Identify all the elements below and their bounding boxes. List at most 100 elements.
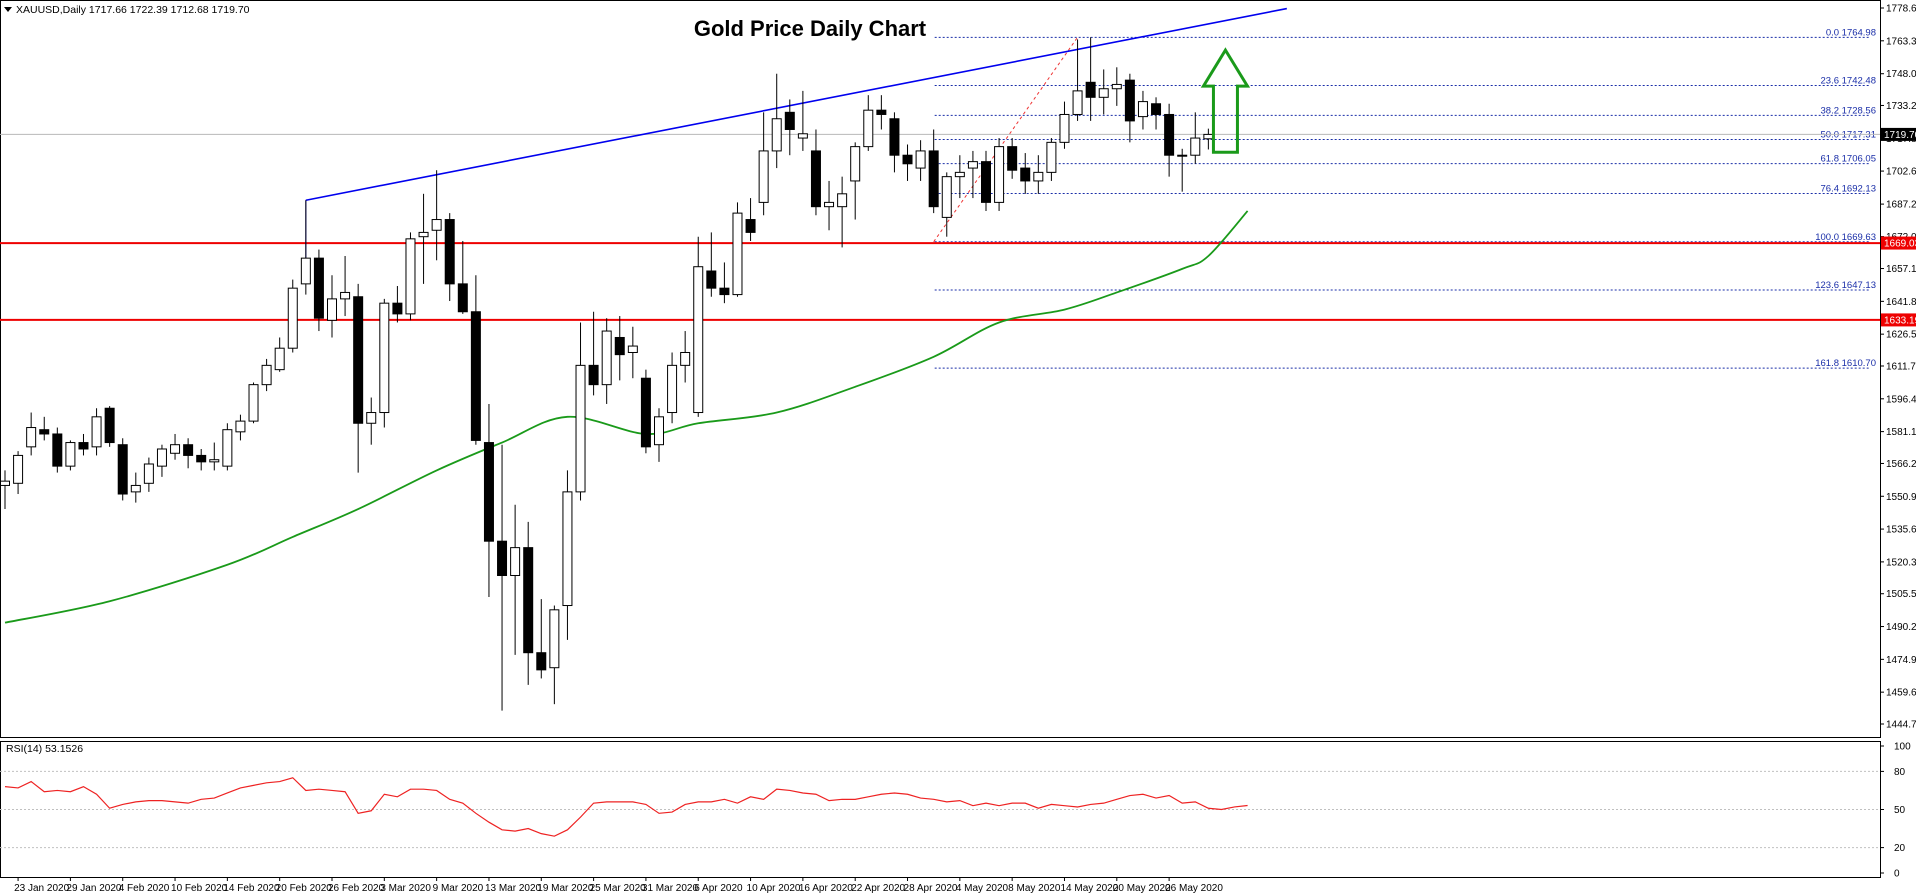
candle-body xyxy=(797,133,808,139)
fib-level-label: 61.8 1706.05 xyxy=(1821,154,1876,165)
symbol-collapse-icon[interactable] xyxy=(4,7,12,12)
price-tick-label: 1520.35 xyxy=(1886,557,1916,568)
moving-average xyxy=(4,210,1249,624)
candle-body xyxy=(327,298,337,321)
candle-body xyxy=(1164,113,1175,156)
candle-body xyxy=(26,427,37,448)
support-price-tag: 1633.19 xyxy=(1884,315,1916,326)
candle-body xyxy=(719,287,730,296)
candle-body xyxy=(601,330,612,386)
candle-body xyxy=(745,219,756,233)
candle-body xyxy=(248,384,259,422)
fib-level-label: 161.8 1610.70 xyxy=(1815,358,1876,369)
date-tick-label: 14 May 2020 xyxy=(1060,883,1118,894)
candle-body xyxy=(981,161,991,203)
price-tick-label: 1763.35 xyxy=(1886,36,1916,47)
candle-body xyxy=(771,118,782,152)
candle-body xyxy=(209,459,220,463)
date-tick-label: 6 Apr 2020 xyxy=(694,883,743,894)
price-tick-label: 1748.00 xyxy=(1886,69,1916,80)
up-arrow-icon xyxy=(1200,47,1251,154)
fib-level-label: 100.0 1669.63 xyxy=(1815,232,1876,243)
candle-body xyxy=(1151,103,1162,115)
candle-body xyxy=(876,109,887,115)
candle-body xyxy=(183,444,194,456)
price-tick-label: 1444.75 xyxy=(1886,720,1916,731)
candle-body xyxy=(65,442,76,467)
candle-body xyxy=(850,146,861,182)
date-tick-label: 19 Mar 2020 xyxy=(537,883,594,894)
candle-body xyxy=(523,547,534,654)
date-tick-label: 29 Jan 2020 xyxy=(66,883,121,894)
candle-body xyxy=(1203,133,1214,140)
price-tick-label: 1490.20 xyxy=(1886,622,1916,633)
support-price-tag-bg xyxy=(1881,236,1916,250)
rsi-tick-label: 80 xyxy=(1894,767,1906,778)
candle-body xyxy=(313,257,324,319)
moving-average-line xyxy=(4,210,1249,624)
price-tick-label: 1626.55 xyxy=(1886,330,1916,341)
candle-body xyxy=(640,377,651,448)
candle-body xyxy=(1059,113,1070,143)
candle-body xyxy=(1177,154,1188,157)
candle-body xyxy=(693,266,704,414)
candle-body xyxy=(222,429,233,467)
candle-body xyxy=(470,311,481,441)
fib-level-label: 0.0 1764.98 xyxy=(1826,27,1876,38)
candle-body xyxy=(457,283,468,313)
candle-body xyxy=(156,448,167,467)
candle-body xyxy=(143,463,154,484)
date-tick-label: 26 Feb 2020 xyxy=(328,883,385,894)
candle-body xyxy=(654,416,664,446)
candle-body xyxy=(889,118,900,156)
date-tick-label: 16 Apr 2020 xyxy=(799,883,853,894)
candle-body xyxy=(941,176,952,218)
candle-body xyxy=(1111,83,1122,90)
rsi-tick-label: 20 xyxy=(1894,843,1906,854)
candle-body xyxy=(1190,137,1201,156)
candle-body xyxy=(706,270,717,289)
candle-body xyxy=(392,302,403,315)
trendline xyxy=(305,7,1287,202)
price-tick-label: 1566.25 xyxy=(1886,459,1916,470)
price-tick-label: 1611.70 xyxy=(1886,362,1916,373)
candle-body xyxy=(1085,81,1096,98)
fib-level-label: 50.0 1717.31 xyxy=(1821,130,1876,141)
price-tick-label: 1733.20 xyxy=(1886,101,1916,112)
date-tick-label: 31 Mar 2020 xyxy=(642,883,699,894)
candle-body xyxy=(1072,90,1083,115)
up-arrow-shape xyxy=(1200,47,1251,154)
candle-body xyxy=(340,291,351,300)
candle-body xyxy=(1033,171,1044,182)
candle-body xyxy=(915,150,926,169)
rsi-tick-label: 50 xyxy=(1894,805,1906,816)
candle-body xyxy=(536,652,547,671)
candle-body xyxy=(104,407,115,444)
candle-body xyxy=(1007,146,1018,171)
candle-body xyxy=(366,412,377,424)
candle-body xyxy=(170,444,181,454)
rsi-series xyxy=(4,777,1248,837)
candle-body xyxy=(824,201,835,208)
candle-body xyxy=(117,444,128,495)
date-tick-label: 8 May 2020 xyxy=(1008,883,1061,894)
date-tick-label: 25 Mar 2020 xyxy=(590,883,647,894)
candle-body xyxy=(954,171,965,178)
candle-body xyxy=(562,491,573,607)
support-price-tag: 1669.03 xyxy=(1884,239,1916,250)
date-tick-label: 13 Mar 2020 xyxy=(485,883,542,894)
price-tick-label: 1581.10 xyxy=(1886,427,1916,438)
price-tags: 1669.03 1633.19 1719.70 xyxy=(1881,127,1916,327)
price-tick-label: 1702.60 xyxy=(1886,167,1916,178)
current-price-tag: 1719.70 xyxy=(1884,130,1916,141)
date-tick-label: 4 Feb 2020 xyxy=(119,883,170,894)
candle-body xyxy=(130,484,141,493)
candle-body xyxy=(261,364,272,386)
date-tick-label: 26 May 2020 xyxy=(1165,883,1223,894)
date-tick-label: 9 Mar 2020 xyxy=(433,883,484,894)
candle-body xyxy=(732,212,743,296)
price-tick-label: 1550.95 xyxy=(1886,492,1916,503)
rsi-axis: 100 80 50 20 0 xyxy=(1880,742,1911,880)
candle-body xyxy=(431,219,442,231)
